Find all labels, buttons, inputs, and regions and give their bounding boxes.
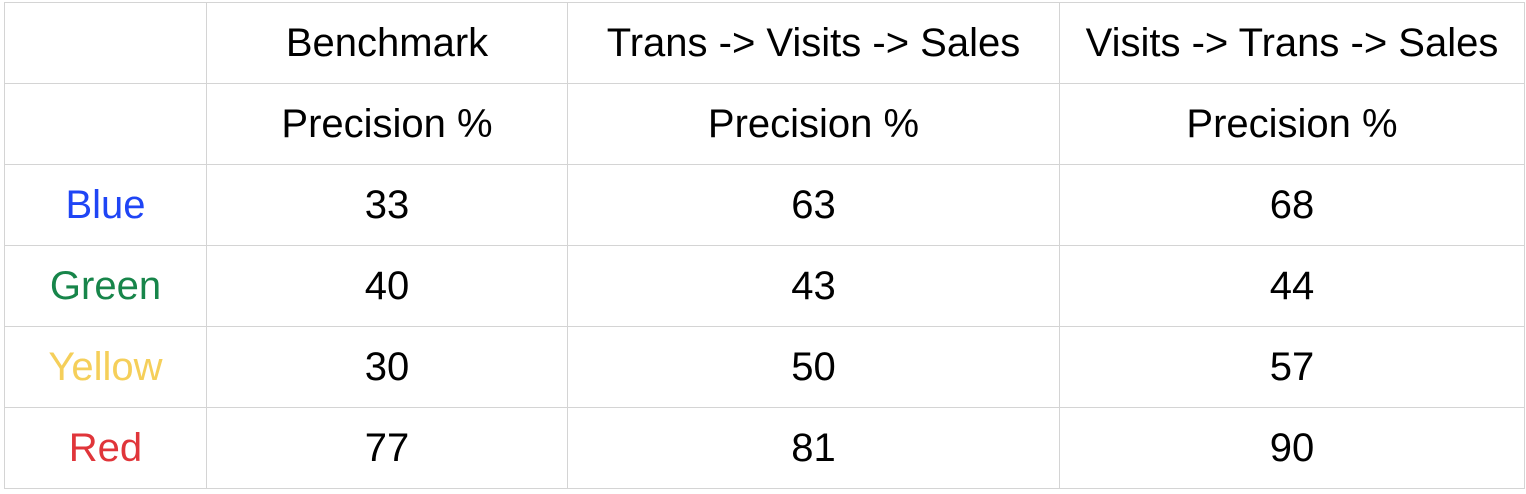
metric-header: Precision % (1059, 83, 1525, 165)
value-cell: 77 (206, 407, 568, 489)
row-label: Green (4, 245, 207, 327)
value-cell: 30 (206, 326, 568, 408)
value-cell: 50 (567, 326, 1060, 408)
table-row: Green 40 43 44 (4, 245, 1525, 327)
metric-header: Precision % (567, 83, 1060, 165)
column-header: Trans -> Visits -> Sales (567, 2, 1060, 84)
value-cell: 33 (206, 164, 568, 246)
header-row-metric: Precision % Precision % Precision % (4, 83, 1525, 165)
corner-cell (4, 83, 207, 165)
value-cell: 90 (1059, 407, 1525, 489)
value-cell: 63 (567, 164, 1060, 246)
column-header: Visits -> Trans -> Sales (1059, 2, 1525, 84)
value-cell: 57 (1059, 326, 1525, 408)
row-label: Red (4, 407, 207, 489)
table-row: Yellow 30 50 57 (4, 326, 1525, 408)
precision-table: Benchmark Trans -> Visits -> Sales Visit… (4, 2, 1525, 489)
value-cell: 43 (567, 245, 1060, 327)
header-row-method: Benchmark Trans -> Visits -> Sales Visit… (4, 2, 1525, 84)
metric-header: Precision % (206, 83, 568, 165)
table-row: Red 77 81 90 (4, 407, 1525, 489)
value-cell: 81 (567, 407, 1060, 489)
value-cell: 44 (1059, 245, 1525, 327)
row-label: Yellow (4, 326, 207, 408)
corner-cell (4, 2, 207, 84)
row-label: Blue (4, 164, 207, 246)
table-row: Blue 33 63 68 (4, 164, 1525, 246)
value-cell: 68 (1059, 164, 1525, 246)
value-cell: 40 (206, 245, 568, 327)
column-header: Benchmark (206, 2, 568, 84)
